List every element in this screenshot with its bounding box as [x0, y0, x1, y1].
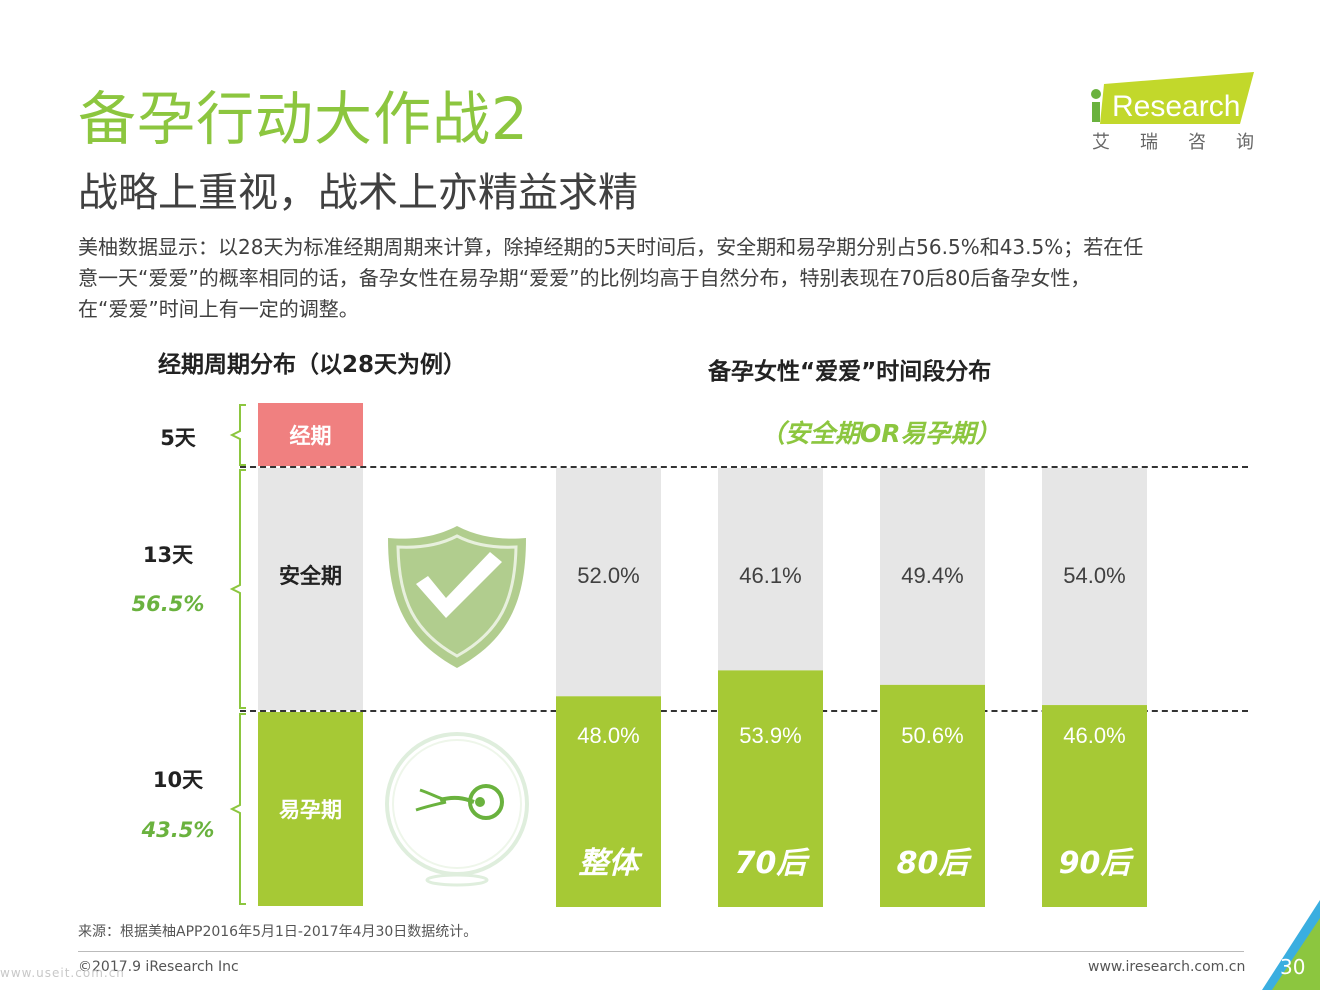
segment-safe-label: 安全期: [279, 564, 342, 588]
left-chart-heading: 经期周期分布（以28天为例）: [158, 352, 467, 378]
days-safe: 13天: [142, 543, 194, 567]
chart-subtitle: （安全期OR易孕期）: [760, 419, 1001, 448]
footer-url[interactable]: www.iresearch.com.cn: [1088, 959, 1246, 975]
category-label-0: 整体: [579, 846, 644, 881]
segment-fertile: 易孕期: [258, 712, 363, 906]
description-line: 在“爱爱”时间上有一定的调整。: [78, 297, 359, 321]
label-fertile-3: 46.0%: [1063, 723, 1125, 748]
label-safe-0: 52.0%: [577, 563, 639, 588]
description-line: 美柚数据显示：以28天为标准经期周期来计算，除掉经期的5天时间后，安全期和易孕期…: [78, 235, 1144, 259]
bar-safe-1: [718, 468, 823, 671]
pct-safe: 56.5%: [131, 592, 205, 616]
description-line: 意一天“爱爱”的概率相同的话，备孕女性在易孕期“爱爱”的比例均高于自然分布，特别…: [78, 266, 1091, 290]
label-safe-1: 46.1%: [739, 563, 801, 588]
shield-check-icon: [388, 526, 526, 668]
watermark: www.useit.com.cn: [0, 966, 125, 980]
bar-safe-2: [880, 468, 985, 685]
brace-fertile: [229, 713, 246, 905]
label-fertile-2: 50.6%: [901, 723, 963, 748]
brace-period: [229, 404, 246, 466]
bar-fertile-2: [880, 684, 985, 907]
label-safe-2: 49.4%: [901, 563, 963, 588]
pct-fertile: 43.5%: [141, 818, 215, 842]
footer-divider: [78, 951, 1244, 952]
page-subtitle: 战略上重视，战术上亦精益求精: [78, 170, 638, 216]
segment-period-label: 经期: [289, 423, 332, 448]
days-period: 5天: [160, 426, 196, 450]
label-fertile-1: 53.9%: [739, 723, 801, 748]
label-fertile-0: 48.0%: [577, 723, 639, 748]
page-corner-decoration: [1262, 900, 1320, 990]
segment-period: 经期: [258, 403, 363, 466]
label-safe-3: 54.0%: [1063, 563, 1125, 588]
iresearch-logo: Research: [1091, 72, 1254, 124]
description: 美柚数据显示：以28天为标准经期周期来计算，除掉经期的5天时间后，安全期和易孕期…: [78, 232, 1248, 325]
copyright: ©2017.9 iResearch Inc: [78, 959, 239, 975]
category-label-2: 80后: [897, 846, 973, 881]
bar-fertile-3: [1042, 705, 1147, 907]
bar-fertile-1: [718, 670, 823, 907]
chart-title: 备孕女性“爱爱”时间段分布: [708, 359, 992, 385]
segment-safe: 安全期: [258, 468, 363, 710]
category-label-1: 70后: [735, 846, 811, 881]
source-note: 来源：根据美柚APP2016年5月1日-2017年4月30日数据统计。: [78, 924, 478, 940]
page-title: 备孕行动大作战2: [78, 85, 529, 153]
segment-fertile-label: 易孕期: [279, 798, 342, 822]
brace-safe: [229, 469, 246, 709]
category-label-3: 90后: [1059, 846, 1135, 881]
days-fertile: 10天: [152, 768, 204, 792]
svg-text:Research: Research: [1112, 90, 1240, 123]
bar-safe-3: [1042, 468, 1147, 706]
sperm-egg-icon: [385, 732, 529, 887]
bar-fertile-0: [556, 696, 661, 907]
logo-cn-text: 艾瑞咨询: [1092, 132, 1284, 153]
divider-period-safe: [240, 466, 1248, 468]
page-number: 30: [1280, 955, 1306, 979]
bar-safe-0: [556, 468, 661, 697]
